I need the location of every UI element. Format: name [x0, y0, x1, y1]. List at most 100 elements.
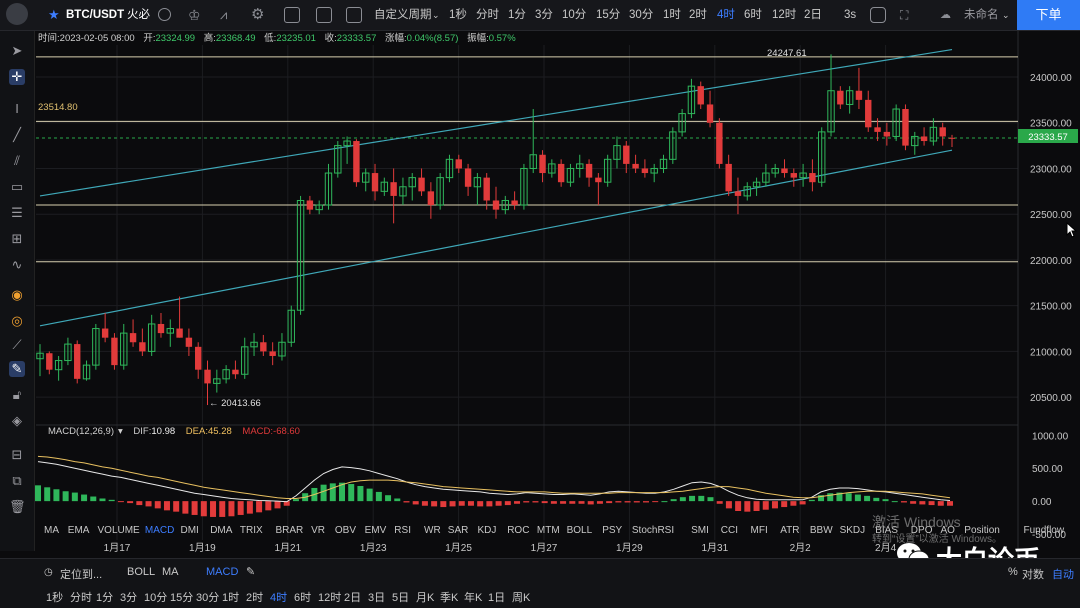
indicator-chart-icon[interactable]: ⩘: [220, 7, 228, 22]
indicator-tab-24[interactable]: BBW: [810, 525, 833, 536]
indicator-tab-30[interactable]: Fundflow: [1024, 525, 1065, 536]
bottom-period-1[interactable]: 分时: [70, 592, 92, 604]
period-tab-11[interactable]: 12时: [772, 9, 797, 21]
period-tab-10[interactable]: 6时: [744, 9, 762, 21]
refresh-interval[interactable]: 3s: [844, 9, 857, 21]
pen-tool-icon[interactable]: ✎: [9, 361, 25, 377]
indicator-tab-20[interactable]: SMI: [691, 525, 709, 536]
indicator-tab-9[interactable]: OBV: [335, 525, 356, 536]
bottom-period-9[interactable]: 4时: [270, 592, 288, 604]
indicator-tab-19[interactable]: StochRSI: [632, 525, 674, 536]
period-tab-12[interactable]: 2日: [804, 9, 822, 21]
order-button[interactable]: 下单: [1017, 0, 1080, 30]
layout-name[interactable]: 未命名: [964, 9, 999, 21]
indicator-tab-14[interactable]: KDJ: [478, 525, 497, 536]
period-tab-9[interactable]: 4时: [717, 9, 735, 21]
indicator-tab-21[interactable]: CCI: [721, 525, 738, 536]
scale-auto[interactable]: 自动: [1052, 569, 1074, 581]
bottom-period-14[interactable]: 5日: [392, 592, 410, 604]
scale-log[interactable]: 对数: [1022, 569, 1044, 581]
fullscreen-icon[interactable]: ⛶: [900, 8, 909, 22]
camera-icon[interactable]: [870, 7, 886, 23]
cloud-icon[interactable]: ☁: [940, 9, 951, 21]
indicator-tab-28[interactable]: AO: [941, 525, 956, 536]
indicator-tab-22[interactable]: MFI: [751, 525, 768, 536]
app-logo-icon[interactable]: [6, 3, 28, 25]
chevron-down-icon[interactable]: ⌄: [432, 10, 440, 20]
calendar-icon[interactable]: ◷: [44, 567, 53, 578]
overlay-boll[interactable]: BOLL: [127, 566, 156, 578]
favorite-star-icon[interactable]: ★: [48, 7, 60, 22]
indicator-tab-2[interactable]: VOLUME: [98, 525, 141, 536]
overlay-ma[interactable]: MA: [162, 566, 179, 578]
indicator-tab-29[interactable]: Position: [964, 525, 1000, 536]
indicator-tab-27[interactable]: DPO: [911, 525, 933, 536]
bottom-period-18[interactable]: 1日: [488, 592, 506, 604]
period-tab-1[interactable]: 分时: [476, 9, 499, 21]
indicator-tab-3[interactable]: MACD: [145, 525, 174, 536]
bottom-period-4[interactable]: 10分: [144, 592, 168, 604]
bottom-period-19[interactable]: 周K: [512, 592, 531, 604]
period-tab-2[interactable]: 1分: [508, 9, 526, 21]
indicator-tab-23[interactable]: ATR: [780, 525, 799, 536]
draw-panel-icon[interactable]: [284, 7, 300, 23]
bottom-period-8[interactable]: 2时: [246, 592, 264, 604]
period-tab-7[interactable]: 1时: [663, 9, 681, 21]
visibility-icon[interactable]: ◈: [12, 413, 22, 428]
fib-tool-icon[interactable]: ☰: [11, 205, 23, 220]
indicator-tab-0[interactable]: MA: [44, 525, 59, 536]
bottom-period-15[interactable]: 月K: [416, 592, 435, 604]
period-tab-3[interactable]: 3分: [535, 9, 553, 21]
lock-icon[interactable]: 🔓︎: [12, 387, 22, 402]
indicator-tab-16[interactable]: MTM: [537, 525, 560, 536]
symbol-name[interactable]: BTC/USDT: [66, 9, 125, 21]
custom-period-dropdown[interactable]: 自定义周期: [374, 9, 432, 21]
period-tab-4[interactable]: 10分: [562, 9, 587, 21]
ruler-icon[interactable]: ⟋: [12, 337, 22, 352]
text-tool-icon[interactable]: I: [15, 101, 19, 116]
channel-tool-icon[interactable]: ⫽: [14, 153, 20, 168]
exchange-name[interactable]: 火必: [127, 9, 150, 21]
multi-chart-icon[interactable]: [346, 7, 362, 23]
bookmark-icon[interactable]: ⊟: [11, 447, 23, 462]
bottom-period-0[interactable]: 1秒: [46, 592, 64, 604]
indicator-tab-8[interactable]: VR: [311, 525, 325, 536]
period-tab-6[interactable]: 30分: [629, 9, 654, 21]
indicator-tab-4[interactable]: DMI: [181, 525, 199, 536]
layout-chevron-icon[interactable]: ⌄: [1002, 10, 1010, 20]
indicator-tab-17[interactable]: BOLL: [567, 525, 593, 536]
indicator-tab-7[interactable]: BRAR: [276, 525, 304, 536]
price-chart[interactable]: 24000.00 23500.00 23000.00 22500.00 22000.00…: [0, 0, 1080, 558]
bottom-period-2[interactable]: 1分: [96, 592, 114, 604]
wave-tool-icon[interactable]: ∿: [11, 257, 23, 272]
search-icon[interactable]: [158, 8, 171, 21]
indicator-tab-25[interactable]: SKDJ: [840, 525, 866, 536]
trash-icon[interactable]: 🗑︎: [9, 499, 26, 514]
bottom-period-10[interactable]: 6时: [294, 592, 312, 604]
period-tab-8[interactable]: 2时: [689, 9, 707, 21]
indicator-tab-5[interactable]: DMA: [210, 525, 233, 536]
grid-tool-icon[interactable]: ⊞: [11, 231, 23, 246]
bottom-period-7[interactable]: 1时: [222, 592, 240, 604]
edit-icon[interactable]: ✎: [246, 566, 256, 578]
indicator-tab-15[interactable]: ROC: [507, 525, 529, 536]
rectangle-tool-icon[interactable]: ▭: [10, 179, 24, 194]
indicator-tab-18[interactable]: PSY: [602, 525, 622, 536]
sub-indicator-macd[interactable]: MACD: [206, 566, 239, 578]
period-tab-0[interactable]: 1秒: [449, 9, 467, 21]
magnet-icon[interactable]: ◉: [11, 287, 23, 302]
indicator-tab-1[interactable]: EMA: [68, 525, 90, 536]
locate-button[interactable]: 定位到...: [60, 569, 103, 581]
indicator-tab-11[interactable]: RSI: [394, 525, 411, 536]
bottom-period-17[interactable]: 年K: [464, 592, 483, 604]
bottom-period-12[interactable]: 2日: [344, 592, 362, 604]
indicator-tab-10[interactable]: EMV: [365, 525, 387, 536]
magnet-strong-icon[interactable]: ◎: [11, 313, 23, 328]
bottom-period-6[interactable]: 30分: [196, 592, 220, 604]
crown-icon[interactable]: ♔: [188, 7, 201, 23]
template-icon[interactable]: [316, 7, 332, 23]
indicator-tab-12[interactable]: WR: [424, 525, 441, 536]
period-tab-5[interactable]: 15分: [596, 9, 621, 21]
indicator-tab-13[interactable]: SAR: [448, 525, 469, 536]
settings-gear-icon[interactable]: ⚙: [251, 6, 265, 23]
